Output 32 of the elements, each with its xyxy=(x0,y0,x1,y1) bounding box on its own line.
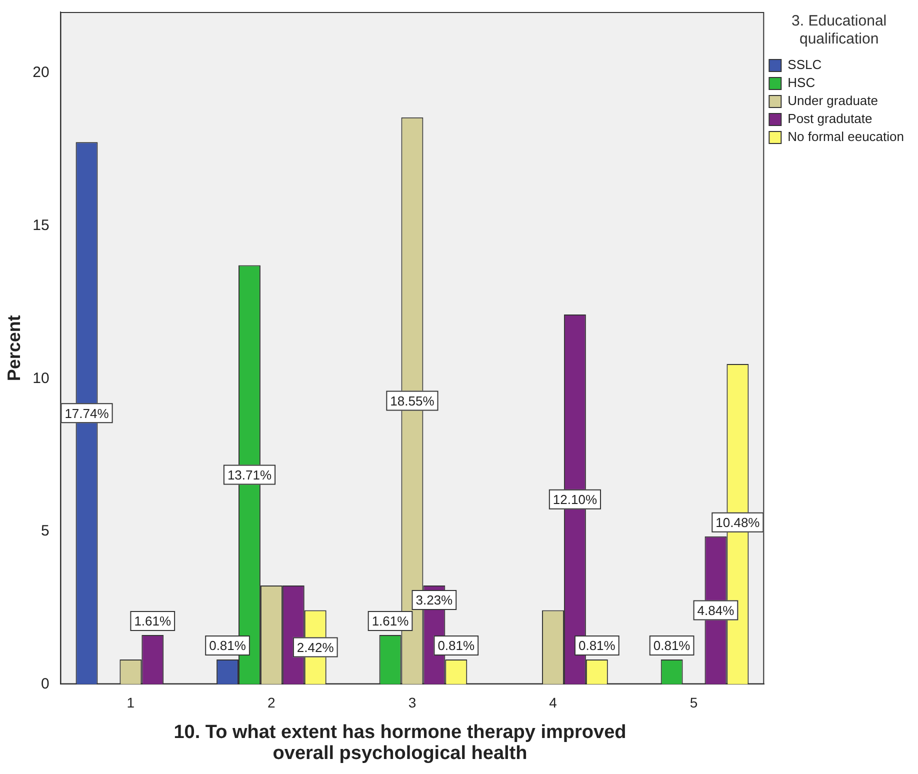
x-tick-label: 3 xyxy=(408,694,416,710)
legend-label: SSLC xyxy=(788,57,822,72)
legend-title: 3. Educational qualification xyxy=(792,12,887,48)
data-label: 0.81% xyxy=(438,638,476,654)
data-label: 3.23% xyxy=(416,592,454,608)
data-label: 10.48% xyxy=(716,514,760,530)
y-tick-label: 0 xyxy=(40,675,50,692)
data-label: 1.61% xyxy=(372,614,410,629)
data-label: 13.71% xyxy=(227,467,272,482)
x-axis-title: 10. To what extent has hormone therapy improved overall psychological health xyxy=(172,722,628,764)
x-tick-label: 5 xyxy=(690,694,698,710)
y-tick-label: 5 xyxy=(40,522,50,540)
data-label: 0.81% xyxy=(653,638,691,654)
data-label: 0.81% xyxy=(209,638,246,654)
y-tick-label: 10 xyxy=(32,370,50,387)
data-label: 2.42% xyxy=(296,640,334,655)
x-tick-label: 2 xyxy=(268,694,276,710)
legend-label: Under graduate xyxy=(788,93,878,108)
data-label: 18.55% xyxy=(390,393,435,408)
y-axis-title: Percent xyxy=(4,315,24,382)
data-label: 17.74% xyxy=(64,406,110,421)
x-tick-label: 4 xyxy=(549,694,558,710)
data-label: 4.84% xyxy=(697,602,735,618)
data-label: 1.61% xyxy=(134,614,172,629)
data-label: 0.81% xyxy=(578,638,616,654)
data-label: 12.10% xyxy=(552,492,598,507)
legend-label: No formal eeucation xyxy=(788,129,904,144)
y-tick-label: 15 xyxy=(32,217,50,234)
x-tick-label: 1 xyxy=(126,694,135,710)
legend-label: Post gradutate xyxy=(788,111,872,126)
legend-label: HSC xyxy=(788,75,816,90)
y-tick-label: 20 xyxy=(32,64,50,82)
